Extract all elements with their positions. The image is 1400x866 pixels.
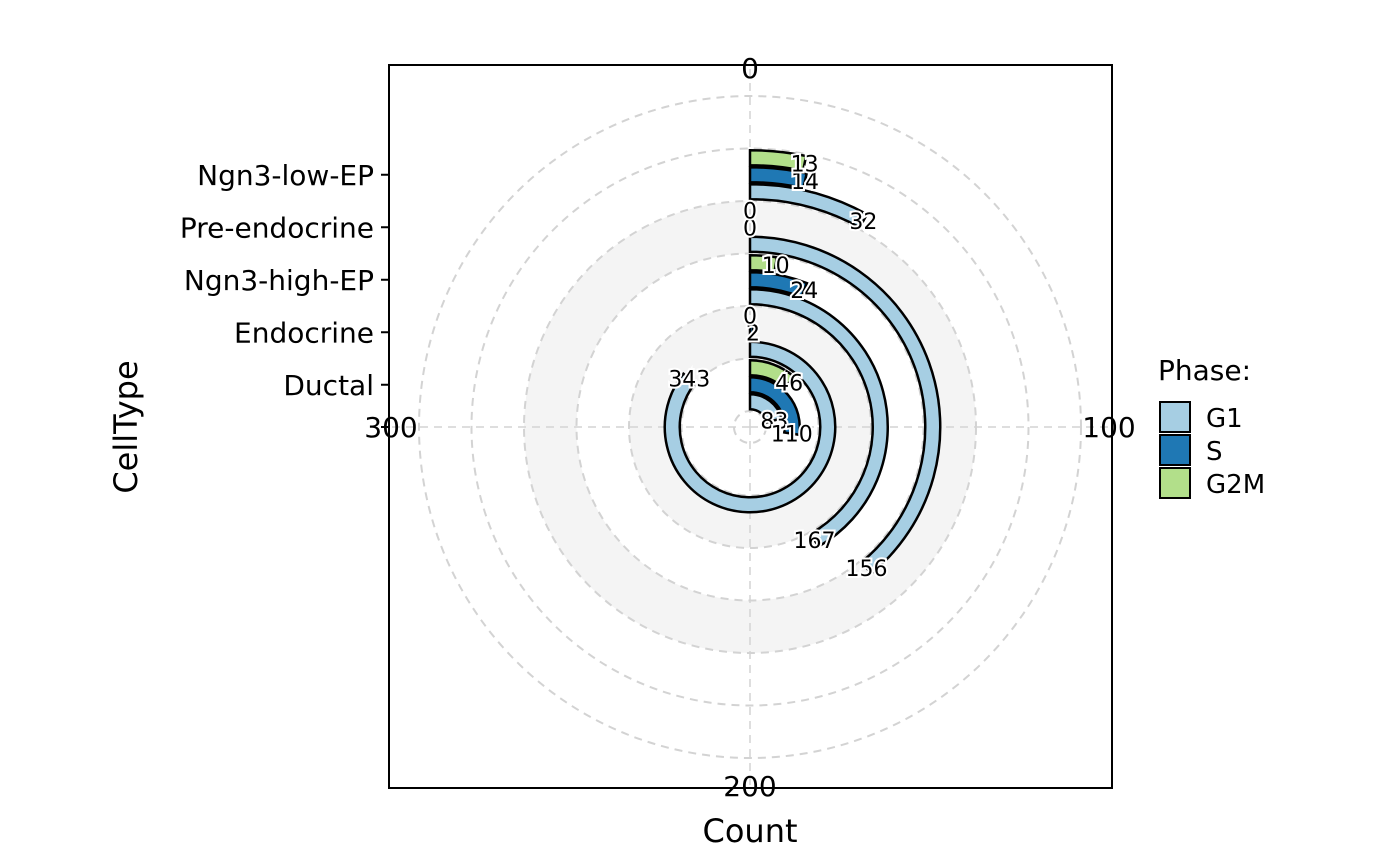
bar-ngn3-high-ep-s [748,270,809,299]
bar-ductal-s [748,375,801,437]
bar-ngn3-low-ep-s [748,165,809,190]
data-label-pre-endocrine-g2m: 0 [743,199,757,224]
angular-tick-label-100: 100 [1082,411,1135,444]
bar-ductal-g1 [748,392,784,424]
y-tick-label-ngn3-low-ep: Ngn3-low-EP [197,159,374,192]
bar-endocrine-g1 [663,340,837,514]
data-label-ngn3-high-ep-s: 24 [790,279,818,304]
data-label-ngn3-high-ep-g1: 167 [794,529,836,554]
legend-label-g2m: G2M [1206,470,1265,500]
legend-label-g1: G1 [1206,404,1243,434]
legend-label-s: S [1206,437,1223,467]
bar-ngn3-low-ep-g1 [748,182,869,230]
angular-tick-label-200: 200 [723,770,776,803]
y-tick-label-pre-endocrine: Pre-endocrine [180,211,374,244]
ring-gridline [470,147,1030,707]
data-label-ngn3-low-ep-g2m: 13 [791,152,819,177]
bar-ngn3-low-ep-g2m [748,148,808,173]
data-label-pre-endocrine-s: 0 [743,216,757,241]
legend-swatch-g1 [1159,401,1191,433]
bar-ngn3-high-ep-g2m [748,253,779,274]
y-tick-label-ductal: Ductal [283,369,374,402]
data-label-ngn3-low-ep-g1: 32 [849,210,877,235]
bar-ngn3-high-ep-g1 [748,287,889,549]
angular-tick-label-300: 300 [364,411,417,444]
angular-tick-label-0: 0 [741,52,759,85]
data-label-ductal-g2m: 46 [775,372,803,397]
data-label-ductal-g1: 83 [760,409,788,434]
data-label-ductal-s: 110 [771,423,813,448]
data-label-endocrine-g2m: 0 [743,304,757,329]
bar-ductal-g2m [748,358,796,390]
data-label-ngn3-high-ep-g2m: 10 [762,254,790,279]
ring-gridline [628,305,872,549]
bar-endocrine-s [748,323,755,342]
x-axis-title: Count [702,812,797,850]
y-tick-label-endocrine: Endocrine [234,316,374,349]
legend-swatch-g2m [1159,467,1191,499]
data-label-pre-endocrine-g1: 156 [845,557,887,582]
data-label-endocrine-g1: 343 [668,367,710,392]
bar-pre-endocrine-g1 [748,235,942,576]
legend-title: Phase: [1158,354,1251,387]
legend-swatch-s [1159,434,1191,466]
y-axis-title: CellType [107,360,145,493]
data-label-ngn3-low-ep-s: 14 [791,170,819,195]
data-label-endocrine-s: 2 [746,321,760,346]
y-tick-label-ngn3-high-ep: Ngn3-high-EP [184,264,374,297]
ring-gridline [418,95,1082,759]
ring-gridline [680,357,820,497]
